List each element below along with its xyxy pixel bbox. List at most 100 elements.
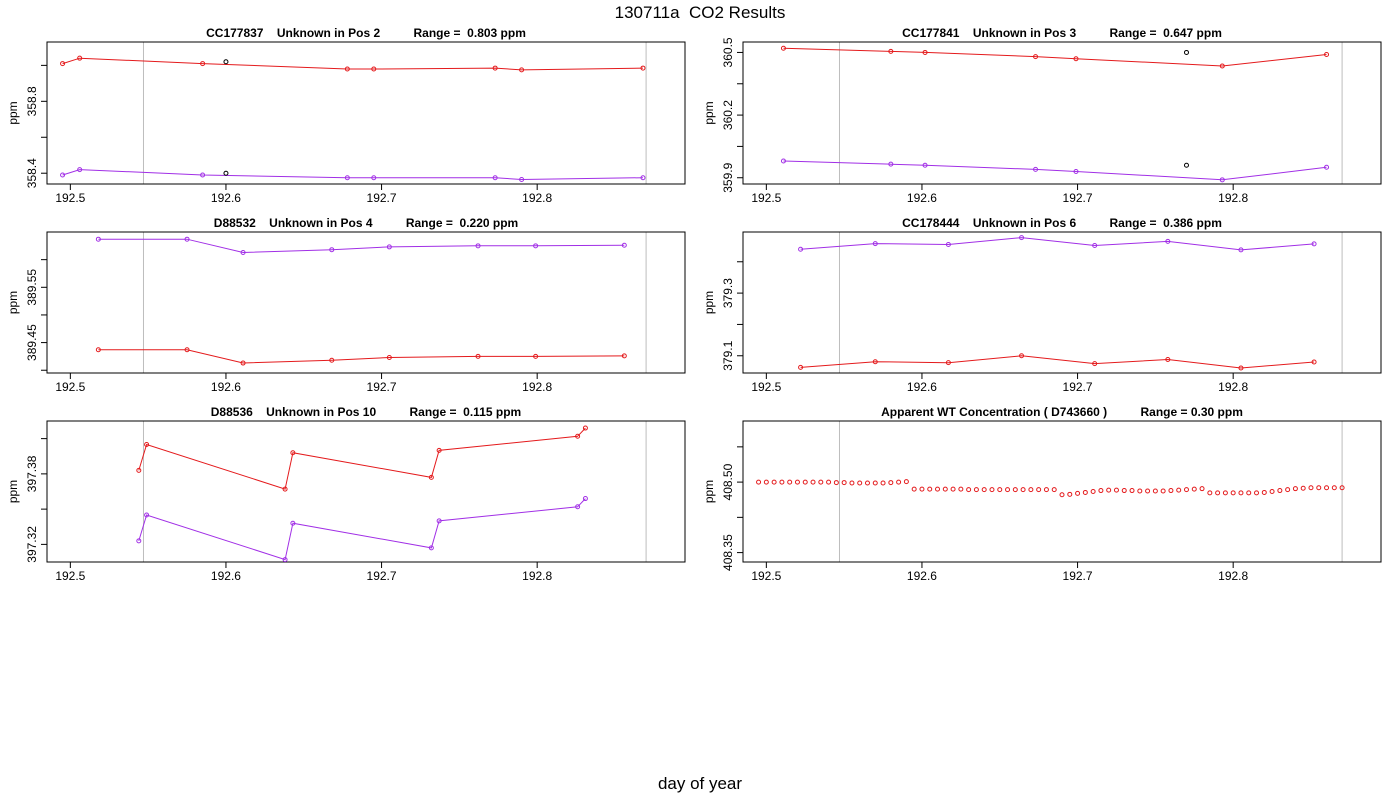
data-point bbox=[1106, 487, 1112, 493]
data-point bbox=[888, 480, 894, 486]
data-point bbox=[1222, 490, 1228, 496]
data-point bbox=[1092, 242, 1098, 248]
y-tick-label: 360.2 bbox=[721, 100, 735, 130]
data-point bbox=[371, 66, 377, 72]
data-point bbox=[763, 479, 769, 485]
data-point bbox=[428, 545, 434, 551]
y-tick-label: 397.38 bbox=[25, 455, 39, 492]
page-title: 130711a CO2 Results bbox=[614, 3, 786, 22]
series-line-2 bbox=[800, 237, 1315, 251]
chart-panel-4: CC178444 Unknown in Pos 6 Range = 0.386 … bbox=[702, 216, 1382, 394]
data-point bbox=[1033, 166, 1039, 172]
y-tick-label: 360.5 bbox=[721, 37, 735, 67]
data-point bbox=[290, 520, 296, 526]
x-tick-label: 192.8 bbox=[1218, 569, 1248, 583]
y-tick-label: 408.35 bbox=[721, 534, 735, 571]
data-point bbox=[77, 55, 83, 61]
data-point bbox=[1285, 487, 1291, 493]
data-point bbox=[888, 48, 894, 54]
y-tick-label: 358.8 bbox=[25, 86, 39, 116]
data-point bbox=[945, 242, 951, 248]
data-point bbox=[1219, 177, 1225, 183]
data-point bbox=[872, 480, 878, 486]
x-tick-label: 192.5 bbox=[55, 569, 85, 583]
data-point bbox=[1090, 489, 1096, 494]
data-point bbox=[136, 467, 142, 473]
data-point bbox=[922, 49, 928, 55]
data-point bbox=[1238, 247, 1244, 253]
data-point bbox=[200, 172, 206, 178]
data-point bbox=[1165, 238, 1171, 244]
data-point bbox=[475, 353, 481, 359]
data-point bbox=[1199, 486, 1205, 492]
chart-title: CC178444 Unknown in Pos 6 Range = 0.386 … bbox=[902, 216, 1222, 230]
data-point bbox=[533, 353, 539, 359]
plot-frame bbox=[742, 231, 1382, 374]
data-point bbox=[1308, 485, 1314, 491]
data-point bbox=[95, 347, 101, 353]
data-point bbox=[1137, 488, 1143, 494]
plot-frame bbox=[46, 41, 686, 185]
data-point bbox=[1165, 357, 1171, 363]
data-point bbox=[1082, 489, 1088, 495]
data-point bbox=[888, 161, 894, 167]
data-point bbox=[872, 241, 878, 247]
data-point bbox=[1036, 487, 1042, 493]
data-point bbox=[1152, 488, 1158, 494]
data-point bbox=[621, 242, 627, 248]
x-tick-label: 192.5 bbox=[55, 191, 85, 205]
data-point bbox=[989, 487, 995, 493]
y-tick-label: 379.1 bbox=[721, 340, 735, 370]
x-tick-label: 192.6 bbox=[211, 191, 241, 205]
data-point bbox=[519, 177, 525, 183]
x-tick-label: 192.8 bbox=[522, 569, 552, 583]
data-point bbox=[810, 479, 816, 485]
data-point bbox=[1019, 353, 1025, 359]
data-point bbox=[640, 175, 646, 181]
data-point bbox=[329, 357, 335, 363]
data-point bbox=[1183, 487, 1189, 493]
data-point bbox=[911, 486, 917, 492]
data-point bbox=[903, 479, 909, 485]
data-point bbox=[492, 175, 498, 181]
y-axis-label: ppm bbox=[6, 291, 20, 314]
x-tick-label: 192.7 bbox=[367, 380, 397, 394]
data-point bbox=[1028, 487, 1034, 493]
data-point bbox=[1238, 490, 1244, 496]
x-tick-label: 192.8 bbox=[522, 380, 552, 394]
chart-title: D88532 Unknown in Pos 4 Range = 0.220 pp… bbox=[214, 216, 518, 230]
data-point bbox=[1339, 485, 1345, 491]
data-point bbox=[621, 353, 627, 359]
data-point bbox=[144, 442, 150, 447]
data-point bbox=[1316, 485, 1322, 491]
data-point bbox=[997, 487, 1003, 493]
data-point bbox=[436, 518, 442, 524]
plot-frame bbox=[742, 420, 1382, 563]
outlier-point bbox=[1183, 49, 1189, 55]
chart-title: D88536 Unknown in Pos 10 Range = 0.115 p… bbox=[211, 405, 521, 419]
y-axis-label: ppm bbox=[702, 101, 716, 124]
data-point bbox=[475, 243, 481, 249]
data-point bbox=[864, 480, 870, 486]
data-point bbox=[872, 359, 878, 365]
x-tick-label: 192.5 bbox=[751, 569, 781, 583]
data-point bbox=[1051, 487, 1057, 493]
data-point bbox=[136, 538, 142, 544]
data-point bbox=[950, 486, 956, 492]
series-line-1 bbox=[800, 355, 1315, 369]
data-point bbox=[1019, 235, 1025, 241]
plot-frame bbox=[742, 41, 1382, 185]
chart-title: Apparent WT Concentration ( D743660 ) Ra… bbox=[881, 405, 1243, 419]
data-point bbox=[533, 243, 539, 249]
data-point bbox=[1219, 63, 1225, 69]
data-point bbox=[184, 236, 190, 242]
chart-panel-5: D88536 Unknown in Pos 10 Range = 0.115 p… bbox=[6, 405, 686, 583]
data-point bbox=[1277, 488, 1283, 494]
series-line-2 bbox=[98, 238, 625, 254]
data-point bbox=[1168, 488, 1174, 494]
data-point bbox=[1246, 490, 1252, 496]
data-point bbox=[329, 247, 335, 253]
outlier-point bbox=[223, 170, 229, 176]
data-point bbox=[818, 479, 824, 485]
data-point bbox=[519, 67, 525, 73]
